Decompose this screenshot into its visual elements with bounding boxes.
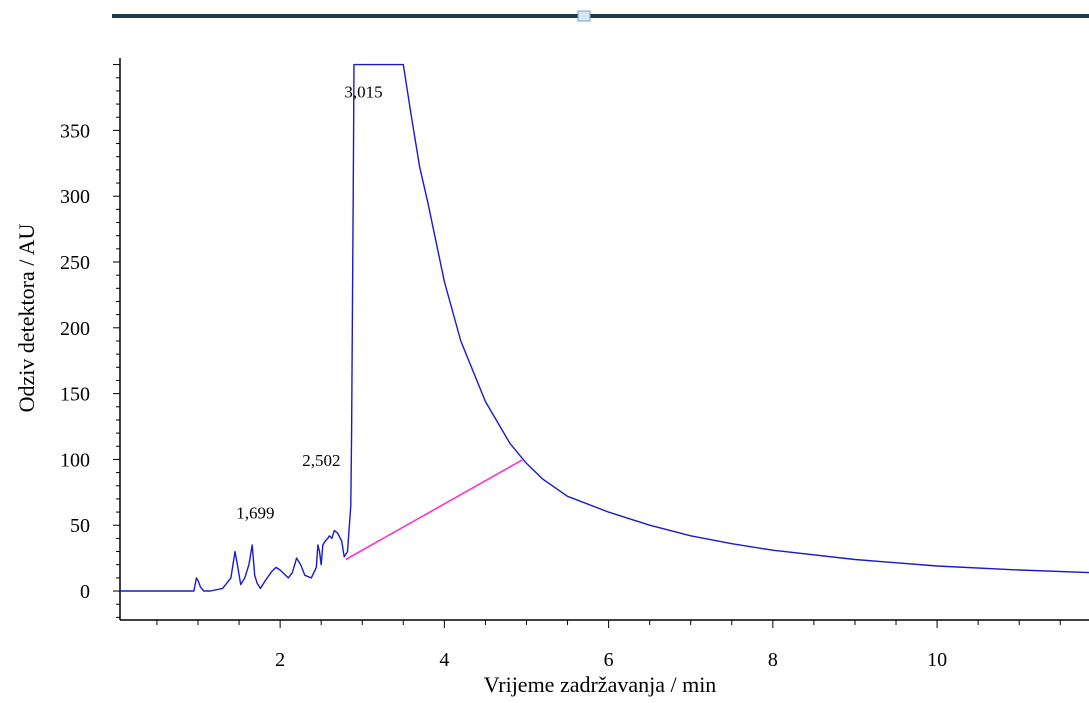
- signal-line: [120, 63, 1089, 592]
- series-layer: [120, 63, 1089, 592]
- peak-label: 1,699: [236, 504, 274, 523]
- y-tick-label: 150: [60, 384, 90, 406]
- y-tick-label: 0: [80, 581, 90, 603]
- x-tick-label: 6: [604, 649, 614, 671]
- x-tick-label: 10: [927, 649, 947, 671]
- y-tick-label: 100: [60, 449, 90, 471]
- divider-handle[interactable]: [577, 10, 591, 22]
- y-tick-label: 50: [70, 515, 90, 537]
- peak-label: 3,015: [344, 82, 382, 101]
- peak-label: 2,502: [302, 451, 340, 470]
- x-tick-label: 4: [439, 649, 449, 671]
- y-axis-label: Odziv detektora / AU: [14, 224, 39, 413]
- baseline-line: [345, 458, 524, 561]
- labels-layer: 1,699 2,502 3,015: [236, 82, 382, 522]
- y-tick-label: 250: [60, 252, 90, 274]
- y-tick-label: 200: [60, 318, 90, 340]
- y-tick-label: 350: [60, 120, 90, 142]
- x-tick-label: 2: [275, 649, 285, 671]
- x-tick-label: 8: [768, 649, 778, 671]
- x-axis-label: Vrijeme zadržavanja / min: [484, 672, 717, 697]
- y-tick-label: 300: [60, 186, 90, 208]
